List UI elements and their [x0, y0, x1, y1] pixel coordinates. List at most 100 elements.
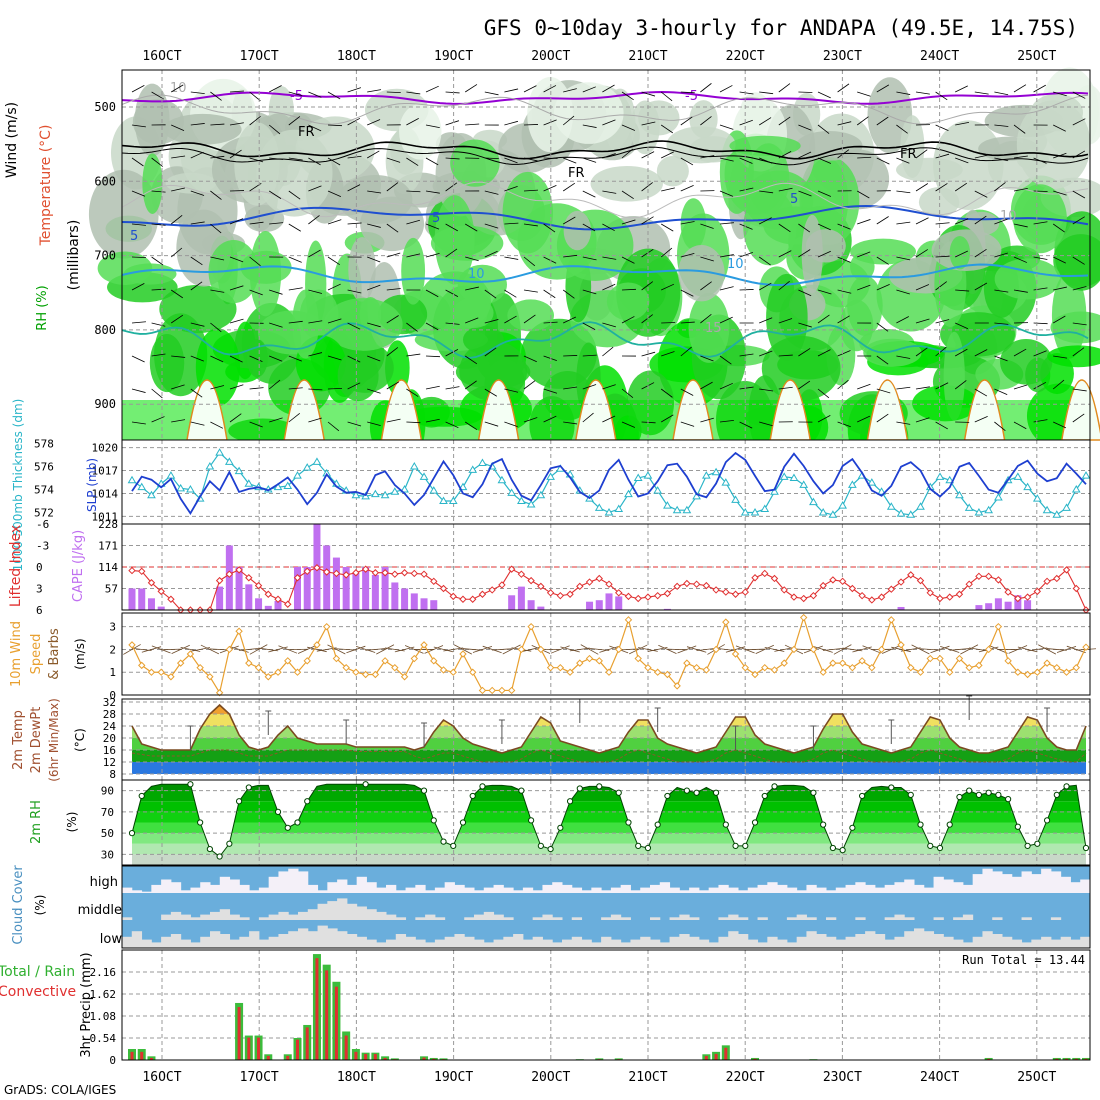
wind-barb: [445, 349, 459, 357]
wind-barb: [562, 115, 575, 126]
cloud-block: [258, 917, 270, 920]
precip-bg: [122, 950, 1090, 1060]
cloud-block: [738, 917, 749, 920]
wind-barb: [759, 421, 773, 427]
surface-wind-barb: [355, 645, 376, 653]
lifted-index-marker: [936, 594, 944, 603]
thickness-marker: [205, 461, 215, 470]
wind-speed-marker: [313, 641, 321, 649]
cloud-block: [943, 936, 954, 948]
wind-barb: [210, 421, 224, 429]
rh-marker: [128, 830, 136, 837]
wind-barb: [406, 117, 419, 126]
wind-barb: [386, 418, 401, 423]
wind-speed-marker: [167, 673, 175, 681]
contour-10-wind: [121, 94, 1089, 125]
wind-barb: [759, 317, 773, 324]
lifted-index-marker: [449, 592, 457, 601]
wind-speed-marker: [887, 616, 896, 624]
surface-wind-barb: [307, 646, 327, 653]
cloud-block: [434, 939, 446, 948]
wind-speed-marker: [303, 657, 311, 665]
cloud-block: [786, 917, 798, 920]
wind-barb: [955, 322, 969, 330]
thickness-marker: [955, 490, 964, 499]
wind-barb: [602, 84, 615, 93]
wind-barb: [641, 248, 654, 258]
wind-speed-marker: [498, 686, 506, 695]
rh-marker: [644, 844, 652, 852]
rh-shading-cell: [590, 165, 663, 202]
wind-barb: [406, 219, 420, 225]
wind-barb: [778, 151, 792, 159]
cape-bar: [1004, 601, 1012, 610]
surface-wind-barb: [833, 644, 852, 655]
rh-shading-cell: [163, 113, 242, 145]
wind-barb: [739, 353, 754, 357]
wind-barb: [778, 116, 791, 126]
surface-wind-barb: [1056, 645, 1077, 653]
wind-speed-marker: [663, 670, 672, 679]
wind-speed-marker: [868, 663, 876, 672]
wind-barb: [935, 382, 949, 390]
rh-shading-cell: [850, 252, 875, 281]
cloud-block: [122, 917, 133, 920]
wind-barb: [131, 124, 146, 128]
wind-barb: [308, 320, 323, 324]
wind-barb: [543, 223, 556, 233]
cloud-block: [268, 914, 279, 920]
wind-barb: [504, 222, 519, 225]
rh-shading-cell: [401, 237, 426, 305]
wind-barb: [425, 289, 439, 298]
cloud-block: [190, 887, 201, 893]
thickness-marker: [1081, 471, 1091, 479]
wind-barb: [210, 385, 225, 390]
rh-marker: [839, 847, 846, 854]
wind-barb: [641, 314, 653, 324]
wind-barb: [367, 355, 381, 362]
wind-barb: [170, 214, 183, 225]
wind-barb: [602, 283, 616, 291]
rh-shading-cell: [949, 235, 971, 270]
cloud-block: [874, 934, 886, 948]
lifted-index-marker: [858, 591, 866, 600]
surface-wind-barb: [882, 645, 901, 654]
rh-shading-cell: [455, 355, 531, 389]
cape-bar: [245, 584, 253, 610]
wind-barb: [269, 85, 282, 93]
cloud-block: [610, 887, 622, 893]
thickness-marker: [799, 480, 809, 488]
slp-tick-label: 1020: [92, 442, 119, 455]
rh-shading-cell: [338, 174, 413, 225]
wind-barb: [308, 352, 323, 357]
wind-tick-label: 2: [109, 643, 116, 656]
wind-barb: [739, 119, 753, 126]
wind-barb: [445, 248, 458, 258]
wind-barb: [1072, 118, 1086, 126]
wind-speed-marker: [322, 622, 331, 631]
surface-wind-barb: [297, 645, 317, 654]
wind-barb: [817, 349, 831, 357]
wind-barb: [582, 157, 597, 163]
lifted-index-marker: [809, 591, 818, 600]
cloud-block: [728, 931, 739, 948]
wind-barb: [1072, 256, 1085, 265]
cloud-block: [542, 914, 553, 920]
cloud-block: [425, 942, 436, 948]
thickness-marker: [293, 471, 302, 479]
wind-speed-marker: [751, 670, 759, 679]
wind-barb: [190, 421, 205, 426]
lifted-index-marker: [790, 593, 798, 601]
wind-barb: [621, 219, 636, 225]
wind-barb: [523, 380, 536, 390]
cloud-block: [855, 882, 866, 893]
wind-speed-marker: [352, 668, 360, 676]
cloud-block: [532, 917, 543, 920]
cloud-block: [992, 917, 1003, 920]
wind-barb: [935, 346, 947, 357]
chart-title: GFS 0~10day 3-hourly for ANDAPA (49.5E, …: [484, 16, 1078, 40]
cloud-block: [738, 934, 749, 948]
precip-conv-bar: [257, 1037, 261, 1060]
rh-shading-cell: [761, 335, 841, 401]
wind-speed-marker: [605, 668, 613, 676]
